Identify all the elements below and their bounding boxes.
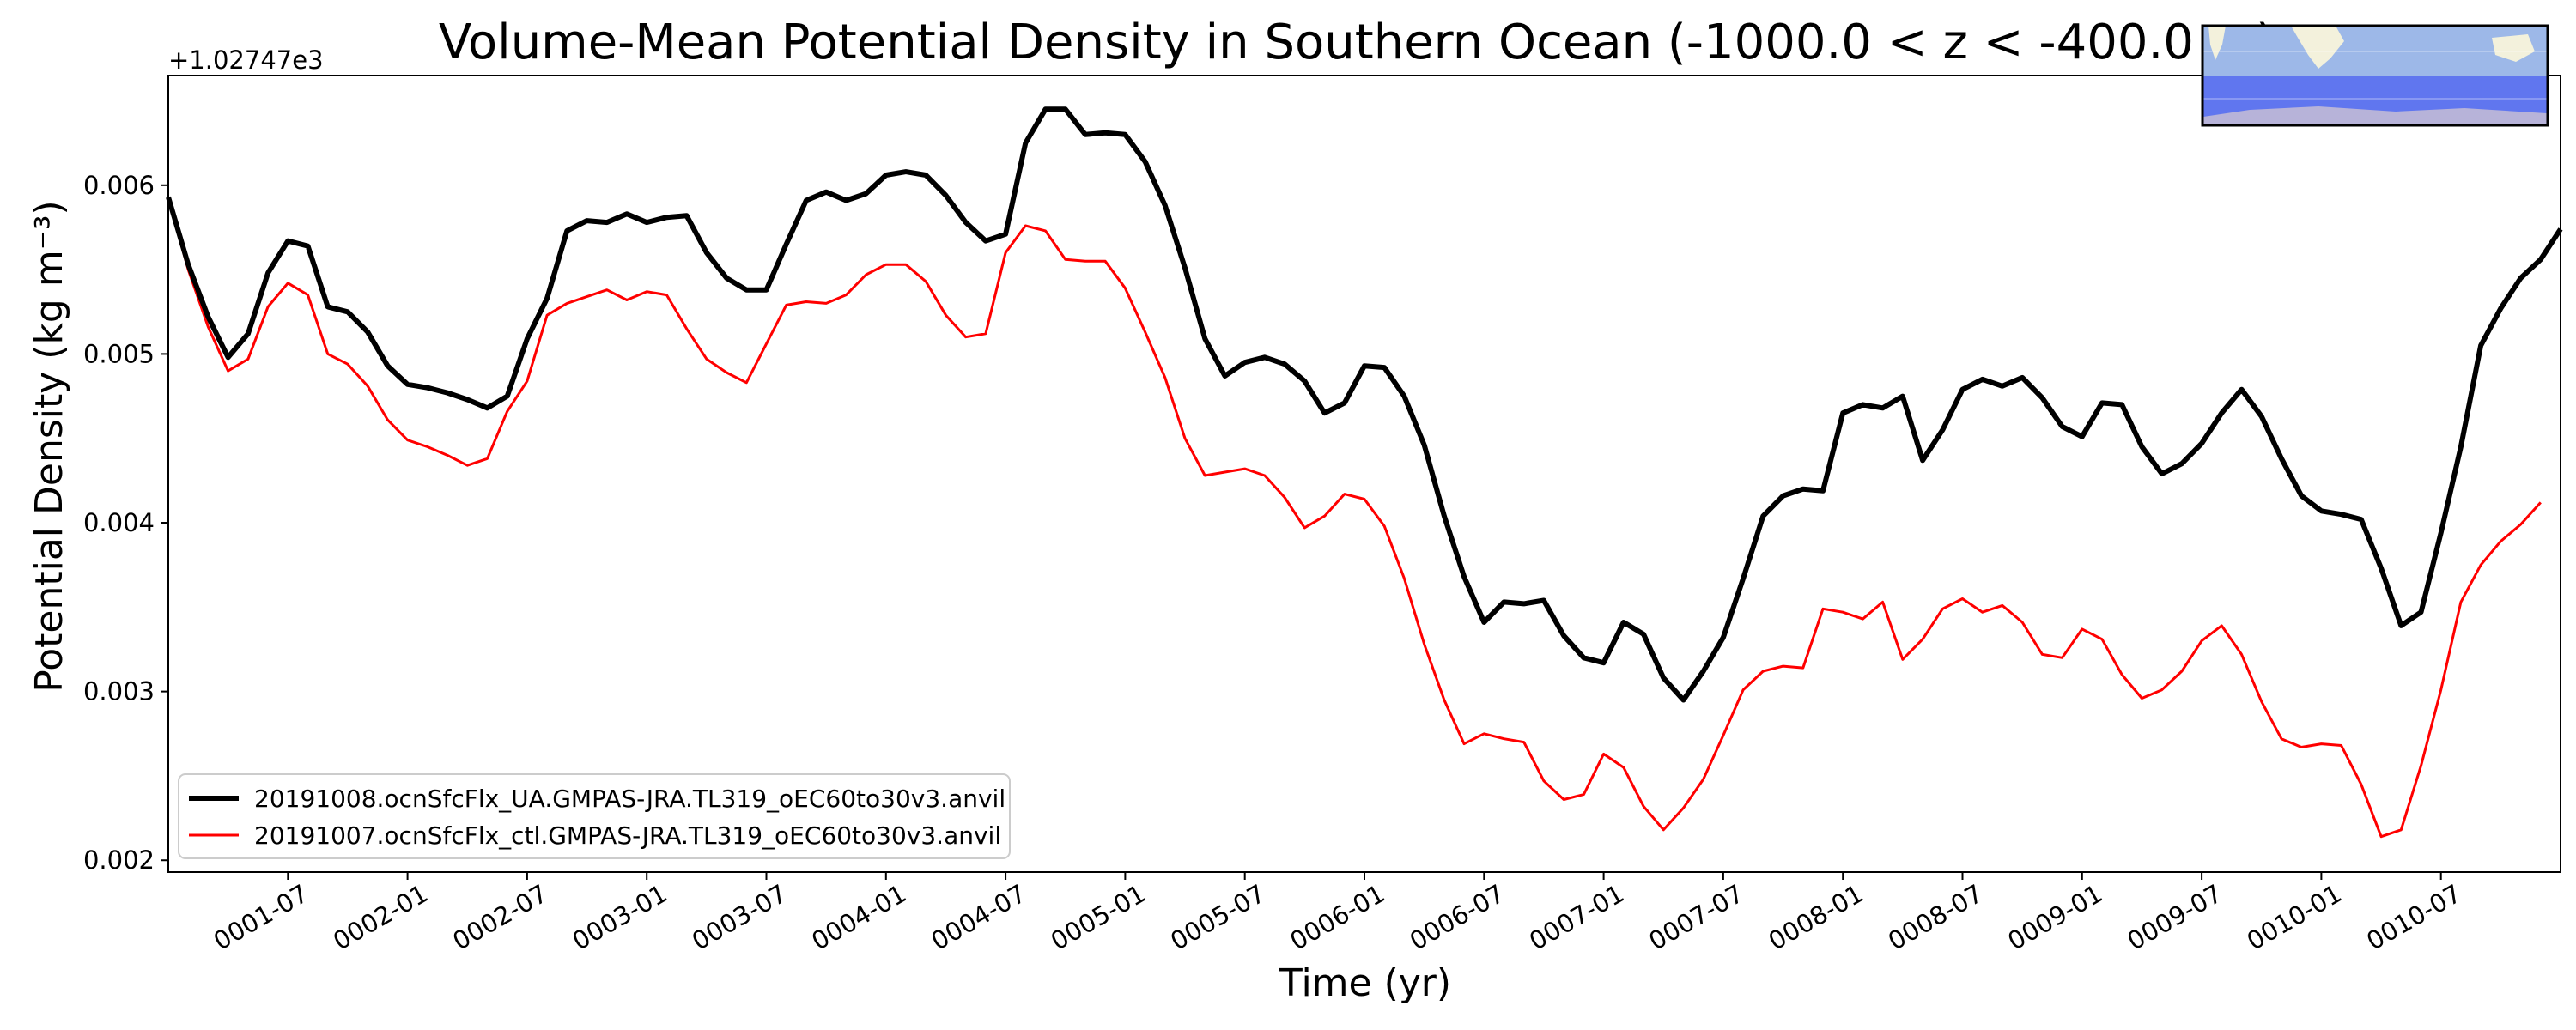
y-tick-label: 0.006 (83, 171, 155, 200)
y-tick-label: 0.004 (83, 508, 155, 537)
x-tick-label: 0009-07 (2123, 879, 2227, 956)
x-tick-label: 0007-07 (1643, 879, 1748, 956)
series-line-ctl (167, 198, 2542, 839)
x-tick-label: 0006-07 (1405, 879, 1510, 956)
x-tick-label: 0004-01 (806, 879, 911, 956)
x-tick-label: 0010-07 (2361, 879, 2466, 956)
legend-frame (178, 773, 1011, 859)
inset-region-map (2201, 24, 2549, 127)
y-axis-label: Potential Density (kg m⁻³) (27, 200, 71, 692)
x-tick-label: 0005-01 (1046, 879, 1151, 956)
x-tick-label: 0003-07 (687, 879, 792, 956)
x-tick-label: 0003-01 (568, 879, 672, 956)
plot-frame (167, 75, 2561, 873)
x-tick-label: 0001-07 (209, 879, 313, 956)
map-land-africa (2291, 26, 2344, 69)
legend: 20191008.ocnSfcFlx_UA.GMPAS-JRA.TL319_oE… (178, 773, 1011, 859)
map-frame (2201, 24, 2549, 127)
x-axis-label: Time (yr) (1279, 961, 1451, 1005)
x-tick-label: 0002-01 (328, 879, 433, 956)
y-tick-label: 0.003 (83, 677, 155, 706)
chart-title: Volume-Mean Potential Density in Souther… (439, 15, 2275, 70)
x-tick-label: 0006-01 (1285, 879, 1390, 956)
legend-label-ua: 20191008.ocnSfcFlx_UA.GMPAS-JRA.TL319_oE… (254, 785, 1005, 813)
x-tick-label: 0008-07 (1883, 879, 1988, 956)
series-line-ua (166, 106, 2563, 703)
y-tick-label: 0.005 (83, 339, 155, 368)
map-land-australia (2492, 34, 2535, 62)
x-tick-label: 0008-01 (1764, 879, 1868, 956)
x-tick-label: 0004-07 (927, 879, 1031, 956)
map-land-antarctica (2203, 106, 2547, 125)
x-tick-label: 0010-01 (2242, 879, 2347, 956)
legend-label-ctl: 20191007.ocnSfcFlx_ctl.GMPAS-JRA.TL319_o… (254, 821, 1001, 850)
y-axis-offset-label: +1.02747e3 (168, 45, 324, 75)
x-tick-label: 0005-07 (1165, 879, 1270, 956)
x-tick-label: 0009-01 (2002, 879, 2107, 956)
y-tick-label: 0.002 (83, 845, 155, 875)
x-tick-label: 0002-07 (447, 879, 552, 956)
x-tick-label: 0007-01 (1524, 879, 1629, 956)
